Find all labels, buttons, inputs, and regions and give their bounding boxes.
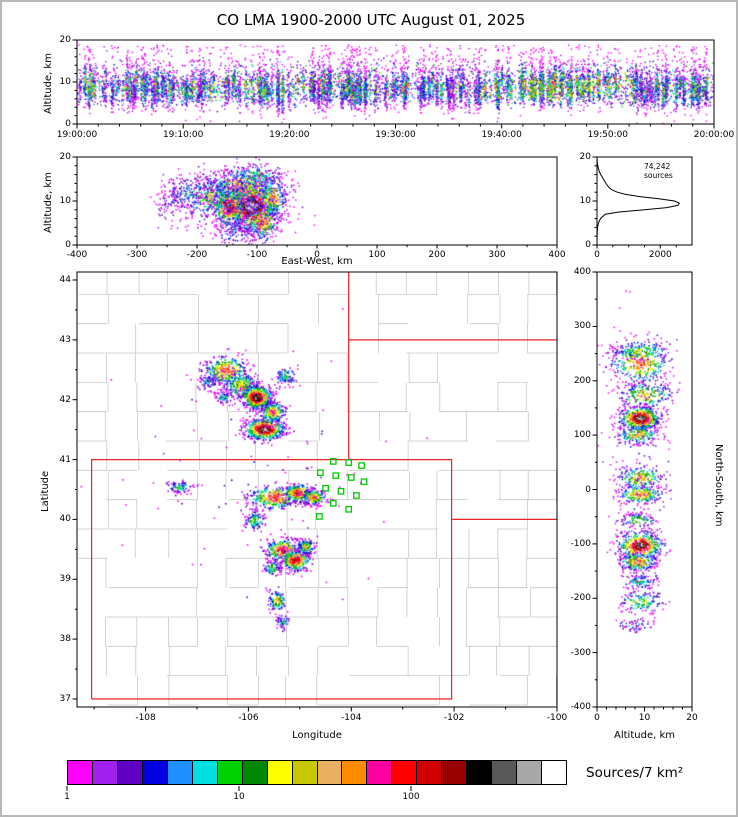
ew-panel-xlabel: East-West, km (281, 256, 353, 267)
lma-station-marker (317, 469, 324, 477)
colorbar-cell (467, 761, 493, 784)
lma-station-marker (358, 462, 365, 469)
colorbar-cell (68, 761, 93, 784)
lma-station-marker (316, 513, 323, 520)
colorbar-cell (542, 761, 567, 784)
lma-station-marker (345, 459, 353, 466)
lma-station-marker (337, 487, 345, 495)
lma-station-marker (322, 484, 329, 492)
plot-title: CO LMA 1900-2000 UTC August 01, 2025 (216, 11, 526, 29)
source-count-annotation: 74,242 sources (644, 162, 673, 180)
ns-panel-xlabel: Altitude, km (614, 730, 675, 741)
colorbar-cell (492, 761, 518, 784)
colorbar-cell (92, 761, 118, 784)
colorbar (67, 760, 567, 785)
colorbar-cell (117, 761, 143, 784)
lma-station-marker (329, 499, 337, 507)
lma-station-marker (347, 474, 355, 481)
ew-panel-ylabel: Altitude, km (43, 172, 54, 233)
colorbar-cell (317, 761, 343, 784)
colorbar-cell (342, 761, 368, 784)
colorbar-cell (142, 761, 168, 784)
colorbar-cell (192, 761, 218, 784)
colorbar-cell (242, 761, 268, 784)
ns-panel-ylabel: North-South, km (713, 444, 724, 527)
colorbar-cell (417, 761, 443, 784)
lma-station-marker (329, 458, 337, 465)
colorbar-cell (267, 761, 293, 784)
colorbar-cell (392, 761, 418, 784)
lma-station-marker (360, 478, 368, 486)
lma-station-marker (345, 505, 353, 513)
lma-station-marker (332, 472, 340, 480)
colorbar-label: Sources/7 km² (586, 765, 684, 781)
map-xlabel: Longitude (292, 730, 342, 741)
colorbar-cell (217, 761, 243, 784)
colorbar-cell (167, 761, 193, 784)
time-panel-ylabel: Altitude, km (43, 53, 54, 114)
lma-station-marker (353, 492, 360, 499)
map-ylabel: Latitude (40, 470, 51, 512)
colorbar-cell (442, 761, 468, 784)
colorbar-cell (517, 761, 543, 784)
colorbar-cell (292, 761, 318, 784)
colorbar-cell (367, 761, 393, 784)
